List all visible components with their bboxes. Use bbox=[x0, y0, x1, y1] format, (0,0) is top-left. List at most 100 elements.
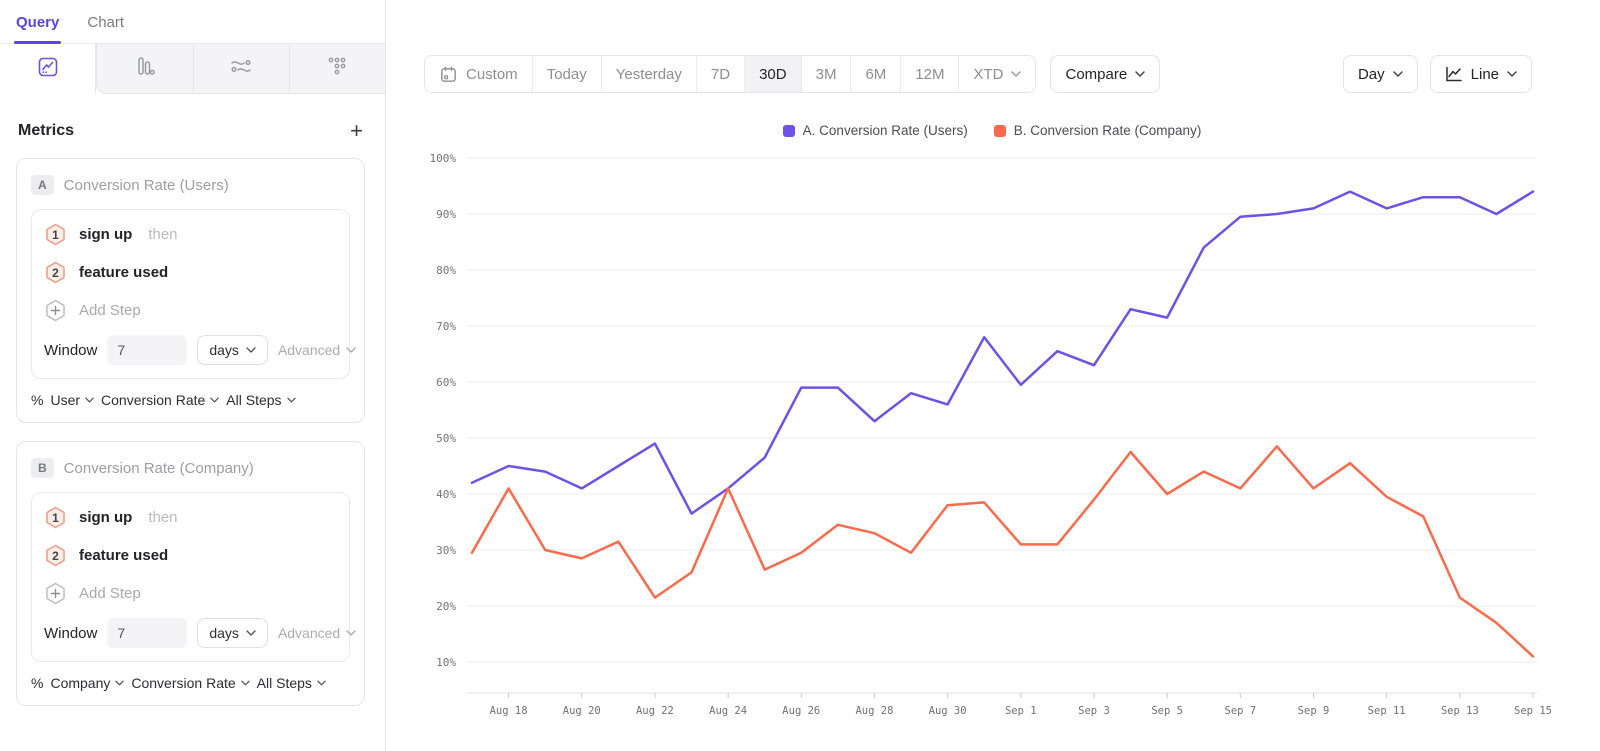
step-event-name[interactable]: sign up bbox=[79, 226, 133, 243]
svg-text:Sep 3: Sep 3 bbox=[1078, 705, 1110, 717]
funnel-step-2[interactable]: 2 feature used bbox=[44, 544, 336, 567]
add-step-hexagon-icon bbox=[44, 299, 67, 322]
funnel-step-1[interactable]: 1 sign up then bbox=[44, 223, 336, 246]
percent-prefix: % bbox=[31, 675, 44, 691]
measure-metric-dropdown[interactable]: Conversion Rate bbox=[101, 392, 220, 408]
series-a-swatch bbox=[782, 124, 795, 137]
measure-scope-dropdown[interactable]: All Steps bbox=[226, 392, 296, 408]
dots-grid-icon bbox=[326, 55, 348, 82]
svg-text:30%: 30% bbox=[436, 544, 456, 557]
window-unit-dropdown[interactable]: days bbox=[197, 335, 268, 365]
chart-type-flow-tab[interactable] bbox=[193, 44, 290, 94]
series-b-swatch bbox=[993, 124, 1006, 137]
granularity-dropdown[interactable]: Day bbox=[1342, 55, 1418, 93]
chevron-down-icon bbox=[317, 680, 326, 686]
svg-text:Sep 15: Sep 15 bbox=[1514, 705, 1552, 717]
funnel-steps-box-a: 1 sign up then 2 feature used Add Step W… bbox=[31, 209, 356, 379]
chart-type-dots-tab[interactable] bbox=[289, 44, 385, 94]
chevron-down-icon bbox=[246, 630, 256, 636]
chevron-down-icon bbox=[1507, 71, 1517, 77]
chevron-down-icon bbox=[346, 630, 356, 636]
chart-style-dropdown[interactable]: Line bbox=[1429, 55, 1532, 93]
compare-dropdown[interactable]: Compare bbox=[1050, 55, 1161, 93]
svg-text:Aug 28: Aug 28 bbox=[855, 705, 893, 717]
window-value-input[interactable] bbox=[107, 335, 188, 365]
range-12m[interactable]: 12M bbox=[901, 56, 960, 92]
chevron-down-icon bbox=[1011, 71, 1022, 77]
svg-text:Sep 9: Sep 9 bbox=[1298, 705, 1330, 717]
range-custom[interactable]: Custom bbox=[425, 56, 533, 92]
window-value-input[interactable] bbox=[107, 618, 188, 648]
range-7d[interactable]: 7D bbox=[696, 56, 746, 92]
line-chart-icon bbox=[37, 56, 59, 83]
range-xtd-dropdown[interactable]: XTD bbox=[959, 56, 1036, 92]
step-number-hexagon: 1 bbox=[44, 506, 67, 529]
chevron-down-icon bbox=[246, 347, 256, 353]
step-event-name[interactable]: sign up bbox=[79, 509, 133, 526]
step-event-name[interactable]: feature used bbox=[79, 547, 169, 564]
measure-row-a: % User Conversion Rate All Steps bbox=[31, 392, 350, 408]
range-today[interactable]: Today bbox=[532, 56, 602, 92]
chevron-down-icon bbox=[210, 397, 220, 403]
chart-type-strip bbox=[0, 44, 385, 94]
chevron-down-icon bbox=[115, 680, 125, 686]
chart-type-bar-tab[interactable] bbox=[96, 44, 194, 94]
svg-text:70%: 70% bbox=[436, 320, 456, 333]
chart-legend: A. Conversion Rate (Users) B. Conversion… bbox=[417, 123, 1567, 138]
legend-series-a[interactable]: A. Conversion Rate (Users) bbox=[782, 123, 968, 138]
range-6m[interactable]: 6M bbox=[851, 56, 902, 92]
tab-query[interactable]: Query bbox=[13, 14, 62, 44]
step-connector-label: then bbox=[148, 509, 178, 526]
add-step-button[interactable]: Add Step bbox=[44, 582, 336, 605]
range-30d[interactable]: 30D bbox=[745, 56, 802, 92]
range-yesterday[interactable]: Yesterday bbox=[601, 56, 697, 92]
measure-scope-dropdown[interactable]: All Steps bbox=[257, 675, 326, 691]
advanced-dropdown[interactable]: Advanced bbox=[278, 342, 356, 358]
add-metric-button[interactable]: + bbox=[350, 118, 363, 143]
svg-text:20%: 20% bbox=[436, 600, 456, 613]
svg-text:60%: 60% bbox=[436, 376, 456, 389]
svg-text:Sep 7: Sep 7 bbox=[1225, 705, 1257, 717]
range-3m[interactable]: 3M bbox=[801, 56, 852, 92]
step-event-name[interactable]: feature used bbox=[79, 264, 169, 281]
chevron-down-icon bbox=[1135, 71, 1145, 77]
measured-entity-dropdown[interactable]: User bbox=[50, 392, 94, 408]
metrics-heading: Metrics bbox=[18, 122, 75, 139]
step-number-hexagon: 2 bbox=[44, 261, 67, 284]
svg-text:Sep 11: Sep 11 bbox=[1368, 705, 1406, 717]
step-connector-label: then bbox=[148, 226, 178, 243]
svg-text:50%: 50% bbox=[436, 432, 456, 445]
metric-card-b: B Conversion Rate (Company) 1 sign up th… bbox=[16, 441, 365, 706]
metric-badge-a: A bbox=[31, 175, 54, 195]
conversion-line-chart[interactable]: 100% 90% 80% 70% 60% 50% 40% 30% 20% 10% Aug 18 Aug… bbox=[405, 142, 1555, 728]
query-sidebar: Query Chart bbox=[0, 0, 386, 751]
svg-text:Aug 22: Aug 22 bbox=[636, 705, 674, 717]
calendar-icon bbox=[441, 66, 456, 82]
add-step-button[interactable]: Add Step bbox=[44, 299, 336, 322]
legend-series-b[interactable]: B. Conversion Rate (Company) bbox=[993, 123, 1201, 138]
measure-row-b: % Company Conversion Rate All Steps bbox=[31, 675, 350, 691]
svg-text:Aug 26: Aug 26 bbox=[782, 705, 820, 717]
funnel-step-2[interactable]: 2 feature used bbox=[44, 261, 336, 284]
step-number-hexagon: 1 bbox=[44, 223, 67, 246]
measure-metric-dropdown[interactable]: Conversion Rate bbox=[131, 675, 250, 691]
tab-chart[interactable]: Chart bbox=[87, 14, 124, 43]
metric-name-a[interactable]: Conversion Rate (Users) bbox=[63, 176, 229, 194]
svg-text:Aug 20: Aug 20 bbox=[563, 705, 601, 717]
chart-type-line-tab[interactable] bbox=[0, 44, 97, 94]
window-unit-dropdown[interactable]: days bbox=[197, 618, 268, 648]
svg-text:100%: 100% bbox=[430, 152, 457, 165]
window-label: Window bbox=[44, 341, 98, 359]
advanced-dropdown[interactable]: Advanced bbox=[278, 625, 356, 641]
chevron-down-icon bbox=[85, 397, 94, 403]
svg-text:80%: 80% bbox=[436, 264, 456, 277]
svg-text:Aug 18: Aug 18 bbox=[490, 705, 528, 717]
measured-entity-dropdown[interactable]: Company bbox=[50, 675, 125, 691]
svg-text:90%: 90% bbox=[436, 208, 456, 221]
funnel-step-1[interactable]: 1 sign up then bbox=[44, 506, 336, 529]
chevron-down-icon bbox=[1392, 71, 1403, 77]
percent-prefix: % bbox=[31, 392, 44, 408]
chevron-down-icon bbox=[346, 347, 356, 353]
metric-name-b[interactable]: Conversion Rate (Company) bbox=[63, 459, 254, 477]
chart-panel: Custom Today Yesterday 7D 30D 3M 6M 12M … bbox=[387, 0, 1600, 751]
